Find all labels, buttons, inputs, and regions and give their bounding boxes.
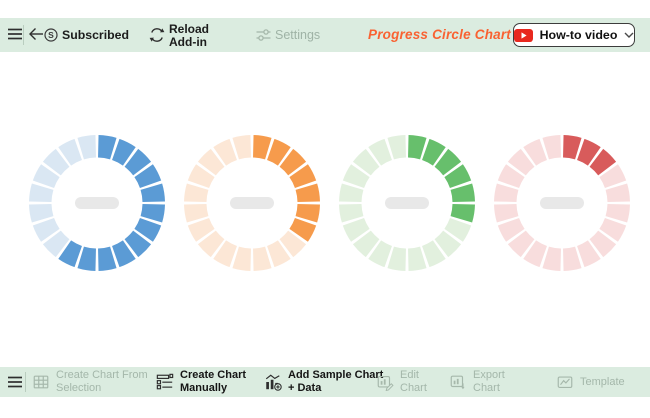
howto-video-button[interactable]: How-to video: [513, 23, 635, 47]
template-button: Template: [556, 367, 625, 397]
settings-sliders-icon: [256, 28, 271, 42]
edit-chart-pencil-icon: [376, 373, 394, 391]
chart-preview-area: [0, 52, 650, 367]
label-line1: Export: [473, 369, 505, 382]
page-title: Progress Circle Chart: [368, 27, 512, 42]
label-line2: + Data: [288, 382, 322, 394]
reload-label-line1: Reload: [169, 21, 210, 36]
export-chart-button: Export Chart: [449, 367, 505, 397]
toolbar-divider: [25, 372, 26, 392]
hamburger-menu-icon-bottom[interactable]: [7, 375, 23, 389]
svg-text:S: S: [48, 30, 54, 40]
progress-ring-orange: [184, 135, 320, 271]
label-line1: Add Sample Chart: [288, 369, 384, 382]
reload-addin-icon[interactable]: [148, 26, 166, 44]
reload-addin-button[interactable]: Reload Add-in: [169, 21, 210, 50]
top-toolbar: S Subscribed Reload Add-in: [0, 18, 650, 52]
reload-label-line2: Add-in: [169, 35, 207, 49]
label-line2: Chart: [400, 382, 427, 394]
center-dash: [75, 197, 119, 209]
progress-ring-green: [339, 135, 475, 271]
center-dash: [540, 197, 584, 209]
subscription-status-icon: S: [44, 28, 58, 42]
chevron-down-icon: [624, 32, 634, 38]
label-line1: Edit: [400, 369, 419, 382]
sample-chart-plus-icon: [264, 373, 282, 391]
settings-button: Settings: [275, 28, 321, 42]
template-icon: [556, 373, 574, 391]
create-chart-manually-button[interactable]: Create Chart Manually: [156, 367, 246, 397]
table-selection-icon: [32, 373, 50, 391]
subscribed-status-label: Subscribed: [62, 28, 129, 42]
toolbar-divider: [23, 25, 24, 45]
label-line2: Chart: [473, 382, 500, 394]
bottom-toolbar: Create Chart From Selection Create Chart…: [0, 367, 650, 397]
export-chart-icon: [449, 373, 467, 391]
label-line1: Create Chart: [180, 369, 247, 382]
label-line2: Manually: [180, 382, 228, 394]
hamburger-menu-icon[interactable]: [7, 27, 23, 41]
back-arrow-icon[interactable]: [28, 27, 45, 41]
edit-chart-button: Edit Chart: [376, 367, 427, 397]
label-line1: Template: [580, 375, 625, 388]
create-chart-from-selection-button: Create Chart From Selection: [32, 367, 148, 397]
howto-video-label: How-to video: [539, 28, 618, 42]
form-builder-icon: [156, 373, 174, 391]
progress-ring-red: [494, 135, 630, 271]
label-line2: Selection: [56, 382, 102, 394]
center-dash: [230, 197, 274, 209]
center-dash: [385, 197, 429, 209]
label-line1: Create Chart From: [56, 369, 148, 382]
youtube-icon: [513, 28, 533, 42]
add-sample-chart-button[interactable]: Add Sample Chart + Data: [264, 367, 383, 397]
progress-ring-blue: [29, 135, 165, 271]
